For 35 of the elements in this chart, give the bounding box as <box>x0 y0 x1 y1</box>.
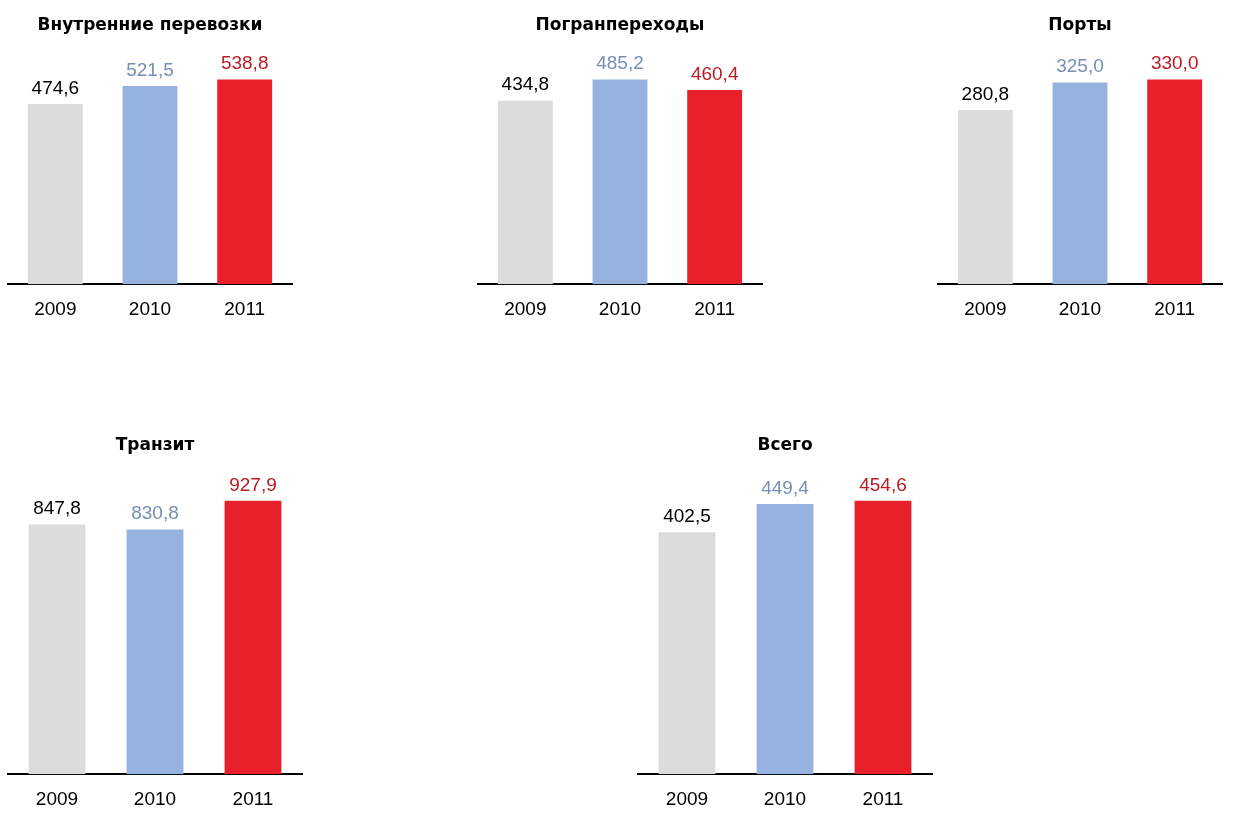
chart-title: Транзит <box>115 433 195 454</box>
data-label: 449,4 <box>761 476 810 498</box>
x-tick-label: 2011 <box>694 297 736 319</box>
data-label: 538,8 <box>220 52 269 74</box>
data-label: 402,5 <box>663 504 711 526</box>
x-tick-label: 2010 <box>763 787 807 809</box>
x-tick-label: 2010 <box>598 297 642 319</box>
data-label: 280,8 <box>961 82 1010 104</box>
data-label: 485,2 <box>596 52 644 74</box>
data-label: 454,6 <box>859 473 907 495</box>
x-tick-label: 2011 <box>862 787 904 809</box>
chart-title: Погранпереходы <box>535 13 705 34</box>
x-tick-label: 2010 <box>128 297 172 319</box>
data-label: 325,0 <box>1056 55 1104 77</box>
data-label: 434,8 <box>501 73 550 95</box>
data-label: 927,9 <box>229 473 277 495</box>
data-label: 460,4 <box>690 62 739 84</box>
chart-title: Внутренние перевозки <box>37 13 263 34</box>
data-label: 330,0 <box>1150 52 1199 74</box>
x-tick-label: 2009 <box>35 787 79 809</box>
chart-title: Порты <box>1048 13 1112 34</box>
data-label: 474,6 <box>31 76 80 98</box>
x-tick-label: 2009 <box>34 297 77 319</box>
x-tick-label: 2010 <box>1058 297 1102 319</box>
x-tick-label: 2010 <box>133 787 177 809</box>
x-tick-label: 2009 <box>964 297 1007 319</box>
chart-title: Всего <box>757 433 813 454</box>
data-label: 521,5 <box>126 58 174 80</box>
x-tick-label: 2011 <box>1154 297 1196 319</box>
data-label: 847,8 <box>33 497 81 519</box>
x-tick-label: 2009 <box>504 297 547 319</box>
x-tick-label: 2009 <box>665 787 709 809</box>
x-tick-label: 2011 <box>224 297 266 319</box>
x-tick-label: 2011 <box>232 787 274 809</box>
data-label: 830,8 <box>131 502 179 524</box>
